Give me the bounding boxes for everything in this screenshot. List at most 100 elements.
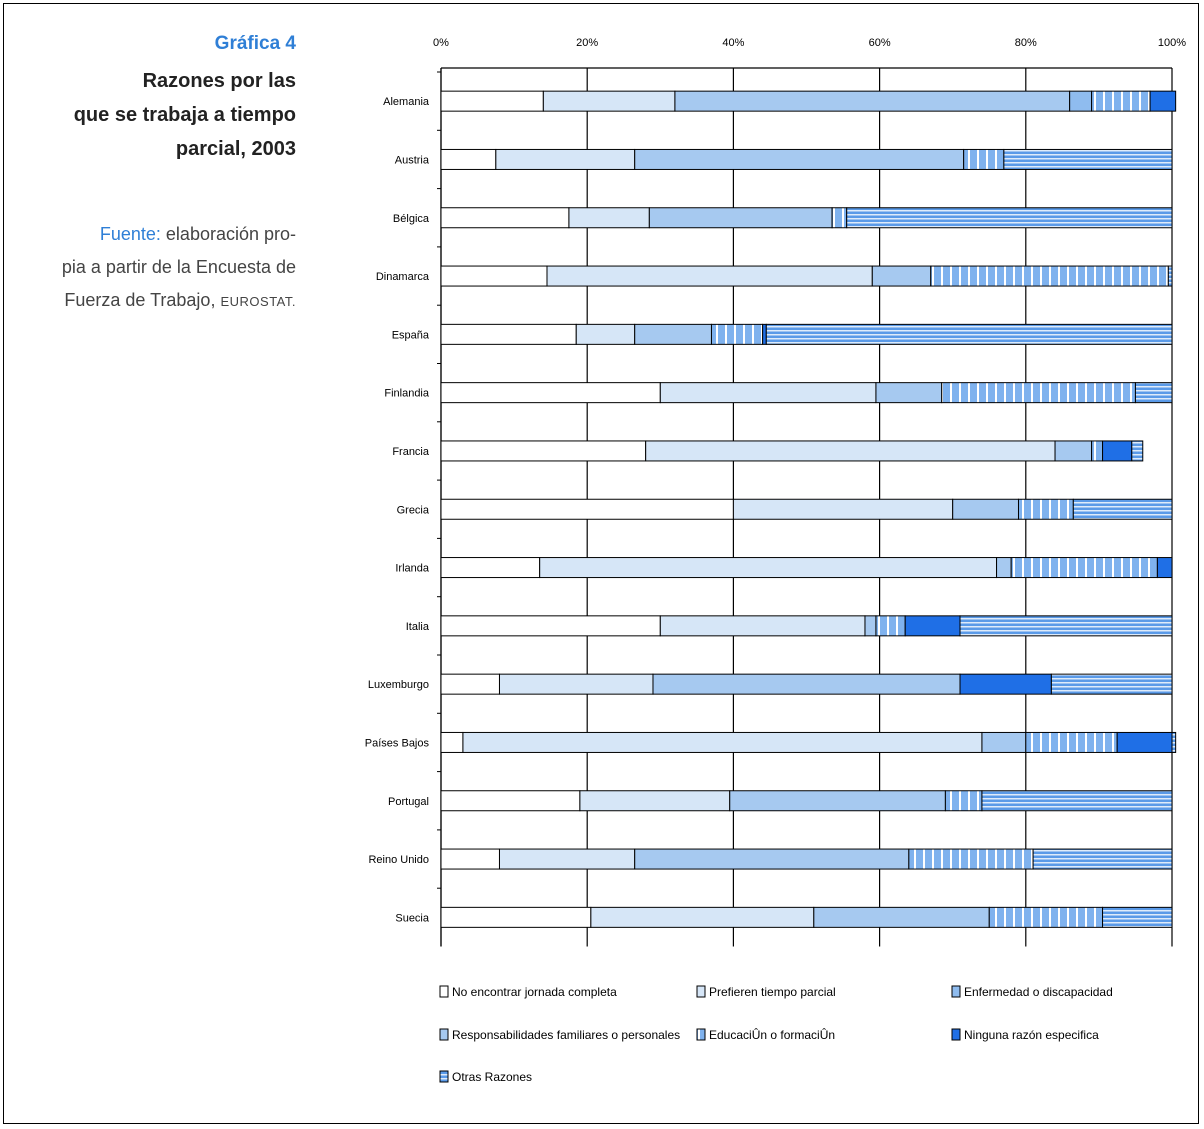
bar-segment bbox=[440, 731, 464, 753]
bar-segment bbox=[1131, 440, 1144, 462]
bar-segment bbox=[440, 906, 592, 928]
bar-segment bbox=[831, 207, 848, 229]
figure-title-line: Razones por las bbox=[142, 70, 296, 92]
bar-segment bbox=[495, 148, 636, 170]
bar-segment bbox=[440, 440, 647, 462]
bars bbox=[440, 90, 1177, 928]
bar-segment bbox=[1149, 90, 1177, 112]
bar-segment bbox=[1072, 498, 1173, 520]
figure-source: Fuente: elaboración pro- pia a partir de… bbox=[4, 218, 296, 318]
figure-label: Gráfica 4 bbox=[214, 33, 296, 54]
source-label: Fuente: bbox=[99, 224, 161, 244]
legend-swatch bbox=[439, 1028, 449, 1041]
bar-segment bbox=[710, 323, 764, 345]
category-label: Bélgica bbox=[393, 213, 430, 225]
bar-segment bbox=[575, 323, 636, 345]
bar-segment bbox=[1069, 90, 1093, 112]
bar-segment bbox=[440, 615, 661, 637]
bar-segment bbox=[996, 557, 1012, 579]
bar-segment bbox=[959, 673, 1052, 695]
figure-source-line: Fuerza de Trabajo, EUROSTAT. bbox=[4, 284, 296, 318]
category-label: Finlandia bbox=[384, 388, 430, 400]
bar-segment bbox=[1171, 731, 1177, 753]
bar-segment bbox=[590, 906, 815, 928]
figure-source-line: Fuente: elaboración pro- bbox=[4, 218, 296, 251]
figure-title: Razones por las que se trabaja a tiempo … bbox=[4, 64, 296, 166]
x-tick-label: 0% bbox=[433, 37, 449, 49]
category-label: Grecia bbox=[397, 504, 430, 516]
bar-segment bbox=[1017, 498, 1074, 520]
figure-source-line: pia a partir de la Encuesta de bbox=[61, 257, 296, 277]
legend-label: Prefieren tiempo parcial bbox=[709, 985, 836, 999]
bar-segment bbox=[732, 498, 954, 520]
bar-segment bbox=[440, 848, 500, 870]
bar-segment bbox=[1010, 557, 1158, 579]
bar-segment bbox=[729, 790, 946, 812]
bar-segment bbox=[1116, 731, 1173, 753]
bar-segment bbox=[908, 848, 1034, 870]
bar-segment bbox=[498, 673, 654, 695]
bar-segment bbox=[440, 557, 541, 579]
legend-label: Otras Razones bbox=[452, 1070, 532, 1084]
category-label: Suecia bbox=[395, 912, 430, 924]
bar-segment bbox=[1054, 440, 1093, 462]
bar-segment bbox=[440, 90, 544, 112]
bar-segment bbox=[981, 731, 1027, 753]
bar-segment bbox=[440, 148, 497, 170]
legend-swatch bbox=[696, 985, 706, 998]
bar-segment bbox=[440, 265, 548, 287]
figure-caption-panel: Gráfica 4 Razones por las que se trabaja… bbox=[4, 30, 296, 318]
category-label: Portugal bbox=[388, 796, 429, 808]
bar-segment bbox=[864, 615, 877, 637]
bar-segment bbox=[645, 440, 1056, 462]
category-label: España bbox=[392, 329, 430, 341]
legend-swatch bbox=[696, 1028, 706, 1041]
bar-segment bbox=[634, 848, 910, 870]
source-text: elaboración pro- bbox=[165, 224, 296, 244]
legend: No encontrar jornada completa Prefieren t… bbox=[439, 985, 1113, 1084]
bar-segment bbox=[959, 615, 1173, 637]
x-tick-label: 20% bbox=[576, 37, 598, 49]
legend-swatch bbox=[951, 1028, 961, 1041]
bar-segment bbox=[875, 615, 906, 637]
category-label: Italia bbox=[406, 621, 430, 633]
bar-segment bbox=[440, 207, 570, 229]
legend-label: No encontrar jornada completa bbox=[452, 985, 617, 999]
bar-segment bbox=[440, 790, 581, 812]
x-tick-label: 100% bbox=[1158, 37, 1186, 49]
bar-segment bbox=[930, 265, 1169, 287]
bar-segment bbox=[1134, 382, 1173, 404]
figure-title-line: que se trabaja a tiempo bbox=[73, 104, 296, 126]
bar-segment bbox=[981, 790, 1173, 812]
bar-segment bbox=[1091, 90, 1151, 112]
source-org: EUROSTAT. bbox=[220, 294, 296, 309]
bar-segment bbox=[440, 382, 661, 404]
bar-segment bbox=[546, 265, 873, 287]
bar-segment bbox=[944, 790, 983, 812]
x-tick-label: 40% bbox=[722, 37, 744, 49]
bar-segment bbox=[634, 148, 965, 170]
bar-segment bbox=[904, 615, 961, 637]
bar-segment bbox=[498, 848, 636, 870]
bar-segment bbox=[1091, 440, 1104, 462]
bar-segment bbox=[1050, 673, 1173, 695]
bar-segment bbox=[648, 207, 833, 229]
category-label: Irlanda bbox=[395, 563, 430, 575]
bar-segment bbox=[1102, 906, 1173, 928]
bar-segment bbox=[568, 207, 650, 229]
legend-swatch bbox=[439, 1070, 449, 1083]
figure-title-line: parcial, 2003 bbox=[175, 138, 296, 160]
bar-segment bbox=[579, 790, 731, 812]
bar-segment bbox=[871, 265, 932, 287]
bar-segment bbox=[652, 673, 961, 695]
category-label: Alemania bbox=[383, 96, 430, 108]
bar-segment bbox=[765, 323, 1173, 345]
x-tick-label: 80% bbox=[1015, 37, 1037, 49]
bar-segment bbox=[440, 498, 734, 520]
bar-segment bbox=[634, 323, 712, 345]
category-label: Austria bbox=[395, 154, 430, 166]
legend-label: Enfermedad o discapacidad bbox=[964, 985, 1113, 999]
bar-segment bbox=[762, 323, 767, 345]
bar-segment bbox=[875, 382, 943, 404]
